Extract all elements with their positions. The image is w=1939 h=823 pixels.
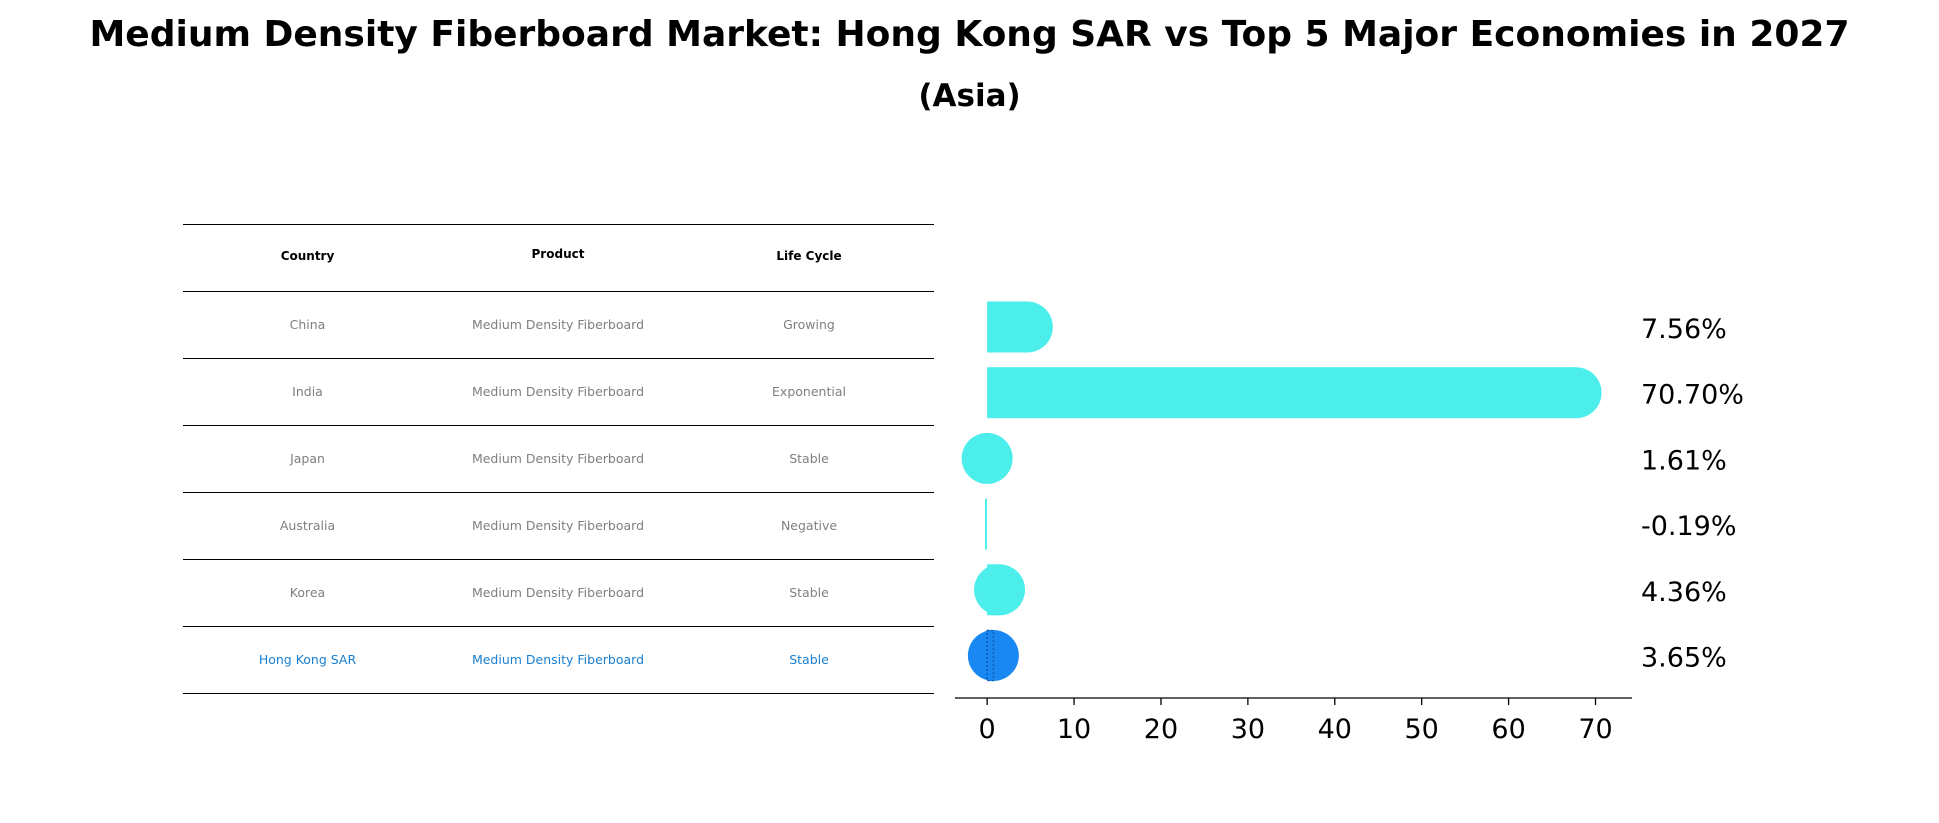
table-row: China Medium Density Fiberboard Growing <box>183 291 934 358</box>
chart-subtitle: (Asia) <box>918 78 1021 114</box>
cell-life-cycle: Stable <box>789 585 829 600</box>
bar-japan <box>961 432 1013 484</box>
value-label: 3.65% <box>1641 643 1727 674</box>
value-label: 70.70% <box>1641 380 1744 411</box>
cell-life-cycle: Growing <box>783 317 835 332</box>
table-rule-bottom <box>183 693 934 694</box>
table-header-row: Country Product Life Cycle <box>183 224 934 291</box>
cell-life-cycle: Stable <box>789 652 829 667</box>
table-rule <box>183 559 934 560</box>
value-label: 4.36% <box>1641 577 1727 608</box>
cell-product: Medium Density Fiberboard <box>471 451 645 466</box>
table-row: India Medium Density Fiberboard Exponent… <box>183 358 934 425</box>
table-rule <box>183 291 934 292</box>
table-row: Japan Medium Density Fiberboard Stable <box>183 425 934 492</box>
x-tick-label: 0 <box>979 714 996 745</box>
chart-title: Medium Density Fiberboard Market: Hong K… <box>89 14 1850 55</box>
bar-hong-kong-sar <box>967 629 1019 682</box>
cell-country: Australia <box>279 518 336 533</box>
header-life-cycle: Life Cycle <box>776 249 842 263</box>
cell-product: Medium Density Fiberboard <box>471 317 645 332</box>
cell-product: Medium Density Fiberboard <box>471 585 645 600</box>
table-row: Korea Medium Density Fiberboard Stable <box>183 559 934 626</box>
table-row: Australia Medium Density Fiberboard Nega… <box>183 492 934 559</box>
bar-korea <box>974 564 1026 616</box>
cell-product: Medium Density Fiberboard <box>471 384 645 399</box>
cell-country: Korea <box>289 585 326 600</box>
cell-country: Japan <box>290 451 325 466</box>
header-country: Country <box>280 249 335 263</box>
x-tick-label: 50 <box>1405 714 1439 745</box>
cell-country: China <box>289 317 326 332</box>
value-label: -0.19% <box>1641 511 1737 542</box>
bar-india <box>987 367 1602 419</box>
table-row-highlight: Hong Kong SAR Medium Density Fiberboard … <box>183 626 934 693</box>
table-rule <box>183 425 934 426</box>
x-tick-label: 10 <box>1057 714 1091 745</box>
table-rule <box>183 358 934 359</box>
value-label: 7.56% <box>1641 314 1727 345</box>
bar-australia <box>985 498 988 550</box>
cell-country: Hong Kong SAR <box>258 652 357 667</box>
cell-product: Medium Density Fiberboard <box>471 518 645 533</box>
table-rule <box>183 492 934 493</box>
x-tick-label: 60 <box>1491 714 1525 745</box>
cell-country: India <box>292 384 323 399</box>
table-rule <box>183 626 934 627</box>
cell-product: Medium Density Fiberboard <box>471 652 645 667</box>
x-tick-label: 70 <box>1578 714 1612 745</box>
cell-life-cycle: Stable <box>789 451 829 466</box>
bar-china <box>987 301 1053 353</box>
header-product: Product <box>531 247 585 261</box>
cell-life-cycle: Exponential <box>772 384 846 399</box>
x-tick-label: 20 <box>1144 714 1178 745</box>
value-label: 1.61% <box>1641 445 1727 476</box>
table-rule-top <box>183 224 934 225</box>
x-tick-label: 40 <box>1318 714 1352 745</box>
x-tick-label: 30 <box>1231 714 1265 745</box>
cell-life-cycle: Negative <box>780 518 838 533</box>
